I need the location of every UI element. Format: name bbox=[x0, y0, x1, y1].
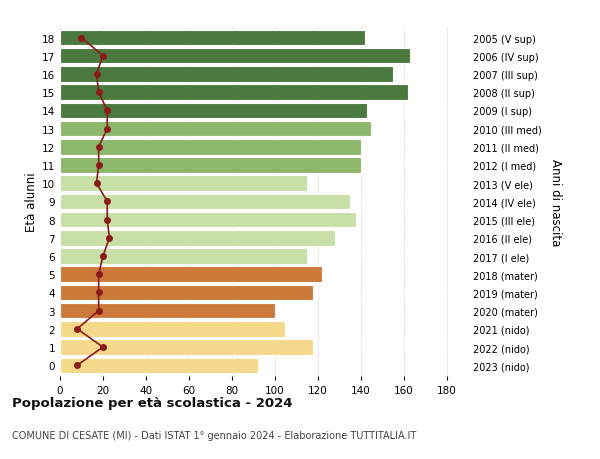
Bar bbox=[60, 158, 361, 174]
Bar bbox=[60, 285, 313, 301]
Bar bbox=[60, 67, 393, 83]
Bar bbox=[60, 31, 365, 46]
Bar bbox=[60, 230, 335, 246]
Bar bbox=[60, 103, 367, 119]
Bar bbox=[60, 140, 361, 155]
Bar bbox=[60, 122, 371, 137]
Bar bbox=[60, 358, 257, 373]
Bar bbox=[60, 194, 350, 210]
Bar bbox=[60, 85, 408, 101]
Text: Popolazione per età scolastica - 2024: Popolazione per età scolastica - 2024 bbox=[12, 396, 293, 409]
Bar bbox=[60, 340, 313, 355]
Text: COMUNE DI CESATE (MI) - Dati ISTAT 1° gennaio 2024 - Elaborazione TUTTITALIA.IT: COMUNE DI CESATE (MI) - Dati ISTAT 1° ge… bbox=[12, 431, 416, 440]
Y-axis label: Età alunni: Età alunni bbox=[25, 172, 38, 232]
Bar bbox=[60, 321, 286, 337]
Bar bbox=[60, 249, 307, 264]
Bar bbox=[60, 303, 275, 319]
Bar bbox=[60, 176, 307, 191]
Bar bbox=[60, 267, 322, 282]
Y-axis label: Anni di nascita: Anni di nascita bbox=[548, 158, 562, 246]
Bar bbox=[60, 213, 356, 228]
Bar bbox=[60, 49, 410, 64]
